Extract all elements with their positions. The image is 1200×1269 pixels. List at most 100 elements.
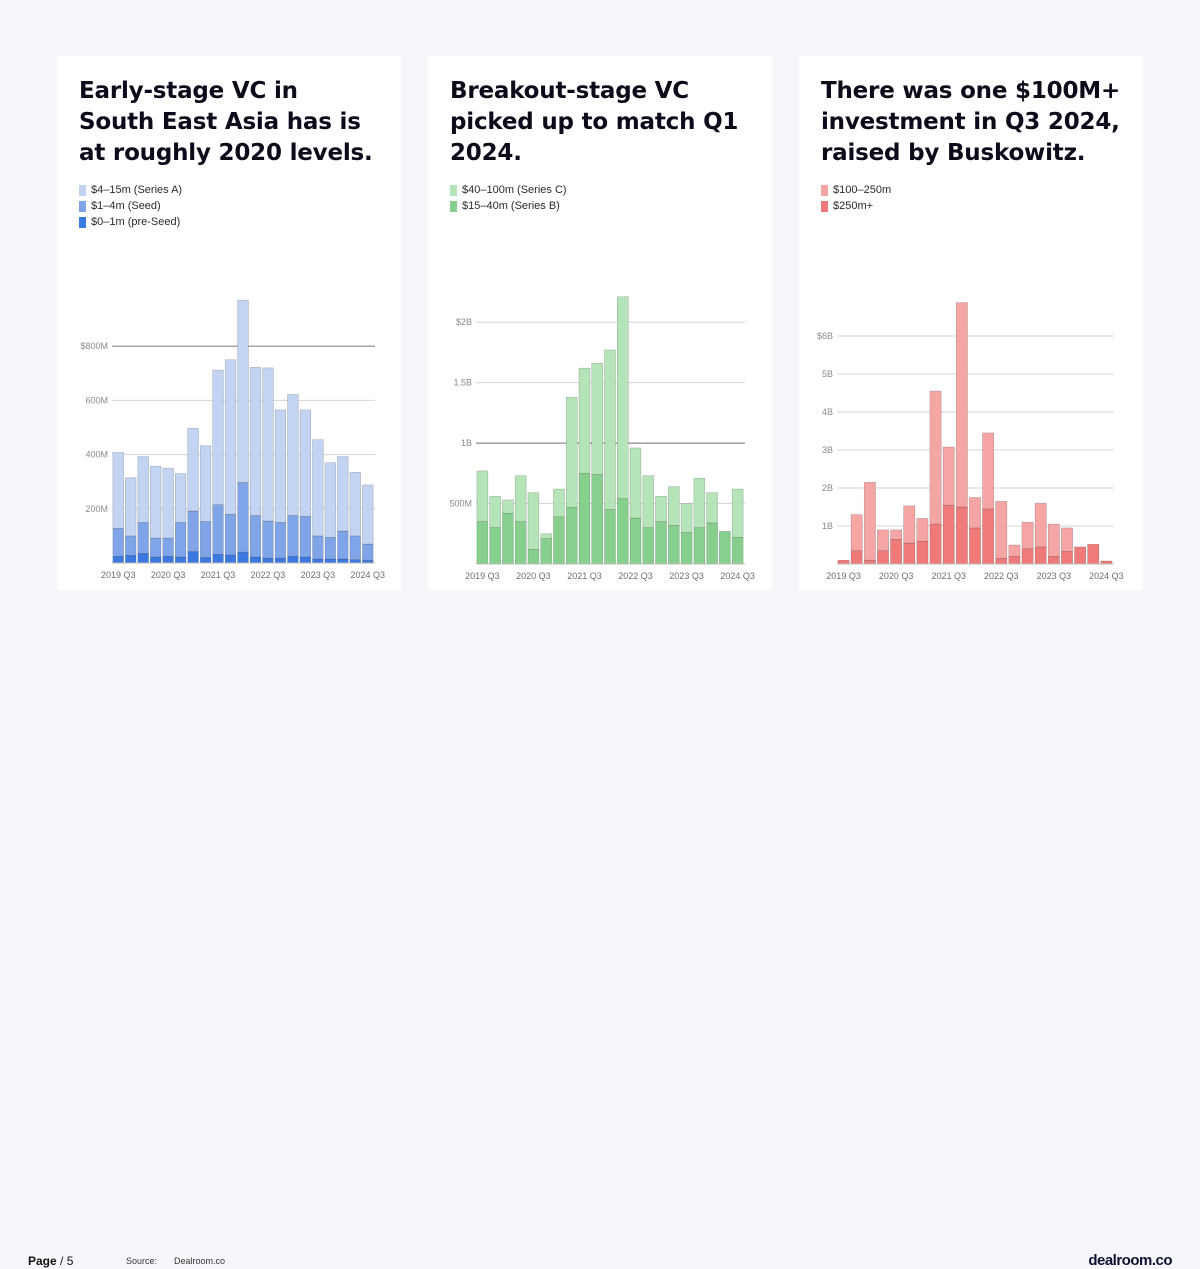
bar-segment <box>237 551 249 564</box>
bar-segment <box>137 553 149 564</box>
bar-segment <box>287 394 299 516</box>
bar-segment <box>929 390 942 525</box>
bar-segment <box>693 527 706 565</box>
bar-segment <box>489 527 501 565</box>
bar-segment <box>137 522 149 554</box>
bar-segment <box>287 555 299 564</box>
bar-segment <box>890 529 903 540</box>
bar-segment <box>719 531 731 565</box>
bar-segment <box>199 445 212 522</box>
bar-segment <box>287 515 299 557</box>
bar-segment <box>212 504 224 555</box>
bar-segment <box>565 396 578 508</box>
bar-segment <box>540 538 552 565</box>
bar-segment <box>969 497 981 529</box>
bar-segment <box>299 409 312 517</box>
bar-segment <box>175 473 187 523</box>
bar-segment <box>125 535 137 556</box>
bar-segment <box>693 477 706 528</box>
legend-label: $40–100m (Series C) <box>462 184 567 196</box>
bar-segment <box>112 452 124 529</box>
bar-segment <box>578 473 591 565</box>
bar-segment <box>362 484 374 545</box>
x-tick-label: 2022 Q3 <box>618 571 653 581</box>
x-tick-label: 2022 Q3 <box>251 570 286 580</box>
bar-segment <box>1021 521 1034 550</box>
bar-segment <box>617 296 629 499</box>
bar-segment <box>863 559 876 565</box>
x-tick-label: 2023 Q3 <box>669 571 704 581</box>
bar-segment <box>903 505 916 544</box>
bar-segment <box>903 542 916 565</box>
x-tick-label: 2021 Q3 <box>201 570 236 580</box>
bar-chart-early-stage: 200M 400M 600M $800M 2019 Q3 2020 Q3 2021 Q3 20… <box>80 299 385 580</box>
bar-segment <box>527 492 540 550</box>
bar-segment <box>916 518 929 542</box>
bar-segment <box>112 555 124 564</box>
y-tick-label: $2B <box>456 317 472 327</box>
bar-segment <box>578 367 591 474</box>
bar-segment <box>553 516 565 565</box>
bar-segment <box>942 504 955 565</box>
y-tick-label: 1B <box>822 521 833 531</box>
dealroom-logo: dealroom.co <box>1088 1252 1172 1269</box>
source-label: Source: <box>126 1256 158 1266</box>
x-tick-label: 2024 Q3 <box>350 570 385 580</box>
bar-segment <box>955 302 968 508</box>
bar-segment <box>942 446 955 506</box>
bar-segment <box>1008 544 1021 557</box>
bar-segment <box>249 367 262 516</box>
x-tick-label: 2020 Q3 <box>151 570 186 580</box>
bar-segment <box>982 432 995 510</box>
bar-segment <box>224 554 237 564</box>
bar-segment <box>1034 502 1047 548</box>
bar-segment <box>162 555 174 564</box>
bar-segment <box>837 559 850 565</box>
bar-segment <box>312 535 324 560</box>
bar-segment <box>955 506 968 565</box>
bar-segment <box>187 428 199 512</box>
legend-item: $250m+ <box>821 198 891 214</box>
y-tick-label: 200M <box>85 504 108 514</box>
bar-segment <box>237 299 249 483</box>
legend-label: $1–4m (Seed) <box>91 200 161 212</box>
x-tick-label: 2024 Q3 <box>1089 571 1124 581</box>
legend: $4–15m (Series A) $1–4m (Seed) $0–1m (pr… <box>79 182 182 230</box>
legend-item: $40–100m (Series C) <box>450 182 567 198</box>
bar-segment <box>850 514 863 551</box>
bar-segment <box>274 557 287 564</box>
bar-segment <box>995 501 1008 559</box>
bar-segment <box>1034 546 1047 565</box>
bar-segment <box>731 488 744 538</box>
card-title: Early-stage VC in South East Asia has is… <box>79 78 373 166</box>
bar-segment <box>642 475 655 528</box>
bar-chart-late-stage: 1B 2B 3B 4B 5B $6B 2019 Q3 2020 Q3 2021 Q3 2022 Q… <box>817 302 1124 581</box>
card-title: There was one $100M+ investment in Q3 20… <box>821 78 1121 166</box>
bar-segment <box>877 529 889 551</box>
bar-segment <box>224 359 237 515</box>
bar-segment <box>175 522 187 558</box>
legend-label: $250m+ <box>833 200 874 212</box>
bar-segment <box>502 512 514 565</box>
bar-segment <box>1008 556 1021 565</box>
bar-segment <box>187 551 199 564</box>
legend: $40–100m (Series C) $15–40m (Series B) <box>450 182 567 214</box>
bar-segment <box>237 482 249 553</box>
bar-segment <box>150 537 162 558</box>
x-tick-label: 2020 Q3 <box>516 571 551 581</box>
bar-segment <box>224 513 237 556</box>
bar-segment <box>1061 527 1073 552</box>
bar-segment <box>299 556 312 564</box>
y-tick-label: 1.5B <box>453 378 472 388</box>
footer: Page / 5 Source: Dealroom.co dealroom.co <box>0 615 1200 1269</box>
source-value: Dealroom.co <box>174 1256 226 1266</box>
bar-segment <box>175 556 187 564</box>
bar-segment <box>199 557 212 564</box>
bar-segment <box>890 539 903 565</box>
legend-swatch <box>821 200 828 212</box>
y-tick-label: 3B <box>822 445 833 455</box>
bar-segment <box>514 475 527 522</box>
legend-swatch <box>821 184 828 196</box>
bar-segment <box>312 558 324 564</box>
bar-segment <box>337 530 349 560</box>
